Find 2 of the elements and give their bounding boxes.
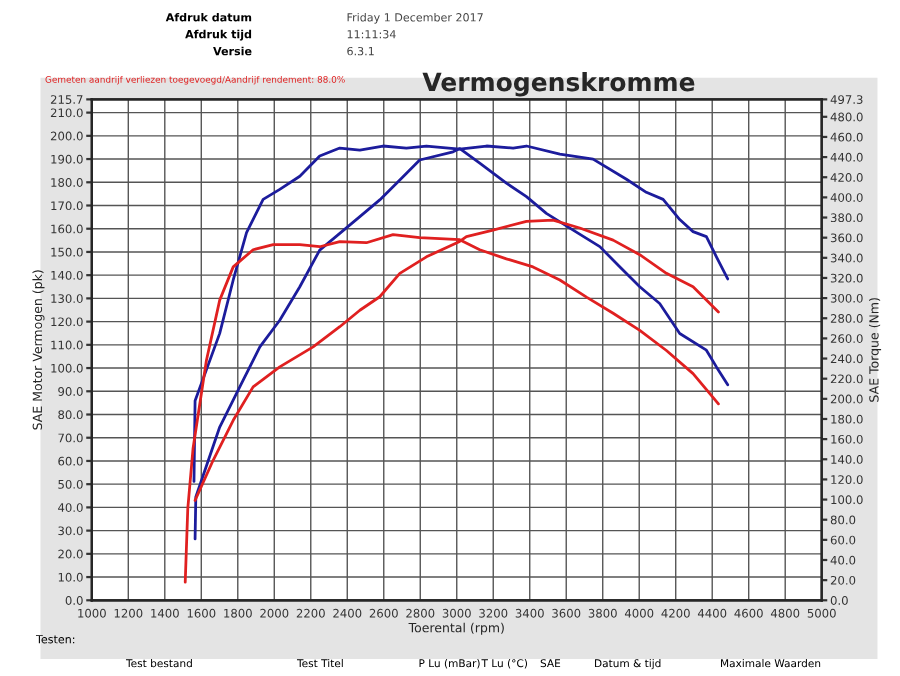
line-series bbox=[193, 147, 730, 541]
chart-title: Vermogenskromme bbox=[422, 72, 695, 97]
